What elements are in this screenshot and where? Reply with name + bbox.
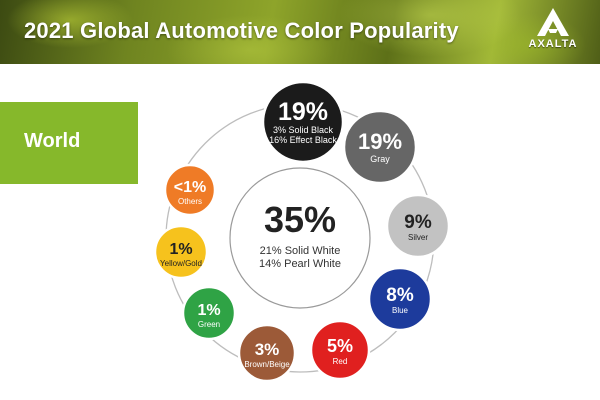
bubble-gray: 19%Gray (342, 109, 418, 185)
logo-text: AXALTA (528, 38, 578, 50)
region-label: World (24, 130, 81, 152)
bubble-circle (385, 193, 451, 259)
center-value-label: 35% (264, 199, 336, 240)
bubble-detail-label: Yellow/Gold (160, 259, 202, 268)
bubble-detail-label: Green (198, 320, 220, 329)
bubble-value-label: <1% (174, 179, 206, 196)
bubble-silver: 9%Silver (385, 193, 451, 259)
bubble-circle (181, 285, 237, 341)
bubble-circle (153, 224, 209, 280)
axalta-a-icon (537, 8, 569, 36)
bubble-circle (367, 266, 433, 332)
bubble-blue: 8%Blue (367, 266, 433, 332)
bubble-detail-label: Brown/Beige (244, 360, 290, 369)
bubble-circle (237, 323, 297, 383)
bubble-value-label: 19% (278, 98, 328, 126)
bubble-value-label: 8% (386, 285, 414, 306)
header-banner: 2021 Global Automotive Color Popularity … (0, 0, 600, 64)
region-box: World (0, 102, 138, 184)
bubble-value-label: 1% (197, 302, 220, 319)
bubble-detail-label: Blue (392, 306, 409, 315)
bubble-detail-label: 16% Effect Black (269, 135, 337, 145)
bubble-value-label: 19% (358, 129, 402, 154)
bubble-value-label: 9% (404, 212, 432, 233)
center-detail-label: 14% Pearl White (259, 258, 341, 270)
bubble-brown-beige: 3%Brown/Beige (237, 323, 297, 383)
bubble-detail-label: Others (178, 197, 202, 206)
bubble-detail-label: Silver (408, 233, 428, 242)
bubble-circle (309, 319, 371, 381)
bubble-green: 1%Green (181, 285, 237, 341)
bubble-detail-label: Gray (370, 154, 390, 164)
bubble-value-label: 3% (255, 340, 280, 359)
bubble-detail-label: 3% Solid Black (273, 125, 334, 135)
bubble-red: 5%Red (309, 319, 371, 381)
axalta-logo: AXALTA (520, 7, 586, 57)
bubble-circle (163, 163, 217, 217)
bubble-yellow-gold: 1%Yellow/Gold (153, 224, 209, 280)
bubble-detail-label: Red (333, 357, 348, 366)
page-title: 2021 Global Automotive Color Popularity (24, 18, 459, 43)
bubble-value-label: 1% (169, 241, 192, 258)
bubble-circle (261, 80, 345, 164)
center-detail-label: 21% Solid White (260, 245, 341, 257)
bubble-value-label: 5% (327, 336, 353, 356)
bubble-circle (342, 109, 418, 185)
bubble-others: <1%Others (163, 163, 217, 217)
